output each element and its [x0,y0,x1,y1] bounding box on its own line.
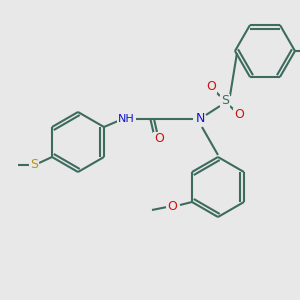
Text: O: O [206,80,216,94]
Text: N: N [195,112,205,125]
Text: O: O [167,200,177,214]
Text: S: S [221,94,229,107]
Text: O: O [154,133,164,146]
Text: S: S [30,158,38,172]
Text: NH: NH [118,114,134,124]
Text: O: O [234,109,244,122]
